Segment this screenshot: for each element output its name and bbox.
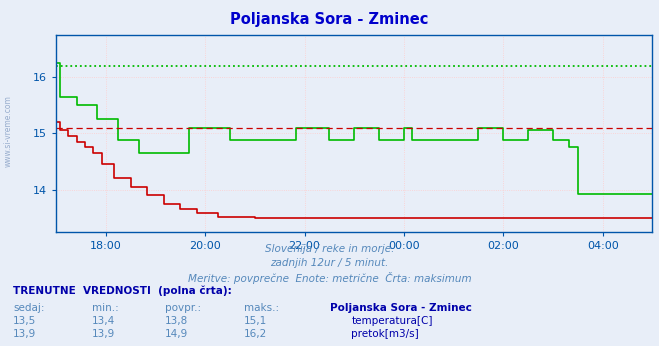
Text: 13,9: 13,9 [92, 329, 115, 339]
Text: povpr.:: povpr.: [165, 303, 201, 313]
Text: 13,8: 13,8 [165, 316, 188, 326]
Text: 13,9: 13,9 [13, 329, 36, 339]
Text: Poljanska Sora - Zminec: Poljanska Sora - Zminec [330, 303, 471, 313]
Text: 14,9: 14,9 [165, 329, 188, 339]
Text: Poljanska Sora - Zminec: Poljanska Sora - Zminec [230, 12, 429, 27]
Text: maks.:: maks.: [244, 303, 279, 313]
Text: 13,5: 13,5 [13, 316, 36, 326]
Text: 15,1: 15,1 [244, 316, 267, 326]
Text: Meritve: povprečne  Enote: metrične  Črta: maksimum: Meritve: povprečne Enote: metrične Črta:… [188, 272, 471, 284]
Text: temperatura[C]: temperatura[C] [351, 316, 433, 326]
Text: pretok[m3/s]: pretok[m3/s] [351, 329, 419, 339]
Text: sedaj:: sedaj: [13, 303, 45, 313]
Text: 16,2: 16,2 [244, 329, 267, 339]
Text: min.:: min.: [92, 303, 119, 313]
Text: 13,4: 13,4 [92, 316, 115, 326]
Text: www.si-vreme.com: www.si-vreme.com [3, 95, 13, 167]
Text: Slovenija / reke in morje.: Slovenija / reke in morje. [265, 244, 394, 254]
Text: TRENUTNE  VREDNOSTI  (polna črta):: TRENUTNE VREDNOSTI (polna črta): [13, 285, 232, 296]
Text: zadnjih 12ur / 5 minut.: zadnjih 12ur / 5 minut. [270, 258, 389, 268]
